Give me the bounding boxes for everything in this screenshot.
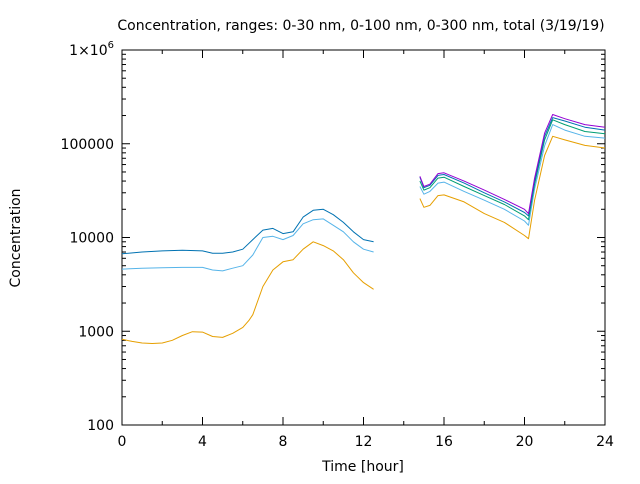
series-2-line [121, 218, 374, 272]
x-tick-label: 0 [118, 434, 127, 450]
series-4-line [419, 117, 606, 217]
series-1-line [419, 135, 606, 240]
y-tick-exponent: 6 [108, 40, 114, 51]
series-lines [121, 114, 606, 344]
chart-title: Concentration, ranges: 0-30 nm, 0-100 nm… [117, 18, 604, 34]
y-axis: 100 1000 10000 100000 1×106 [61, 40, 605, 434]
x-tick-label: 12 [355, 434, 373, 450]
y-tick-label: 100000 [61, 137, 114, 153]
series-2-line [419, 124, 606, 226]
y-tick-label: 1×106 [69, 40, 114, 59]
x-tick-label: 20 [516, 434, 534, 450]
series-4-line [121, 208, 374, 255]
x-tick-label: 24 [596, 434, 614, 450]
y-tick-label: 100 [87, 418, 114, 434]
series-1-line [121, 241, 374, 344]
x-axis: 0 4 8 12 16 20 24 [118, 50, 614, 450]
y-axis-label: Concentration [8, 188, 24, 287]
series-3-line [419, 119, 606, 221]
x-tick-label: 16 [435, 434, 453, 450]
x-axis-label: Time [hour] [321, 459, 404, 475]
y-tick-label: 10000 [69, 231, 114, 247]
x-tick-label: 8 [279, 434, 288, 450]
series-5-line [419, 114, 606, 215]
x-tick-label: 4 [198, 434, 207, 450]
y-tick-label: 1000 [78, 324, 114, 340]
plot-frame [121, 49, 606, 426]
